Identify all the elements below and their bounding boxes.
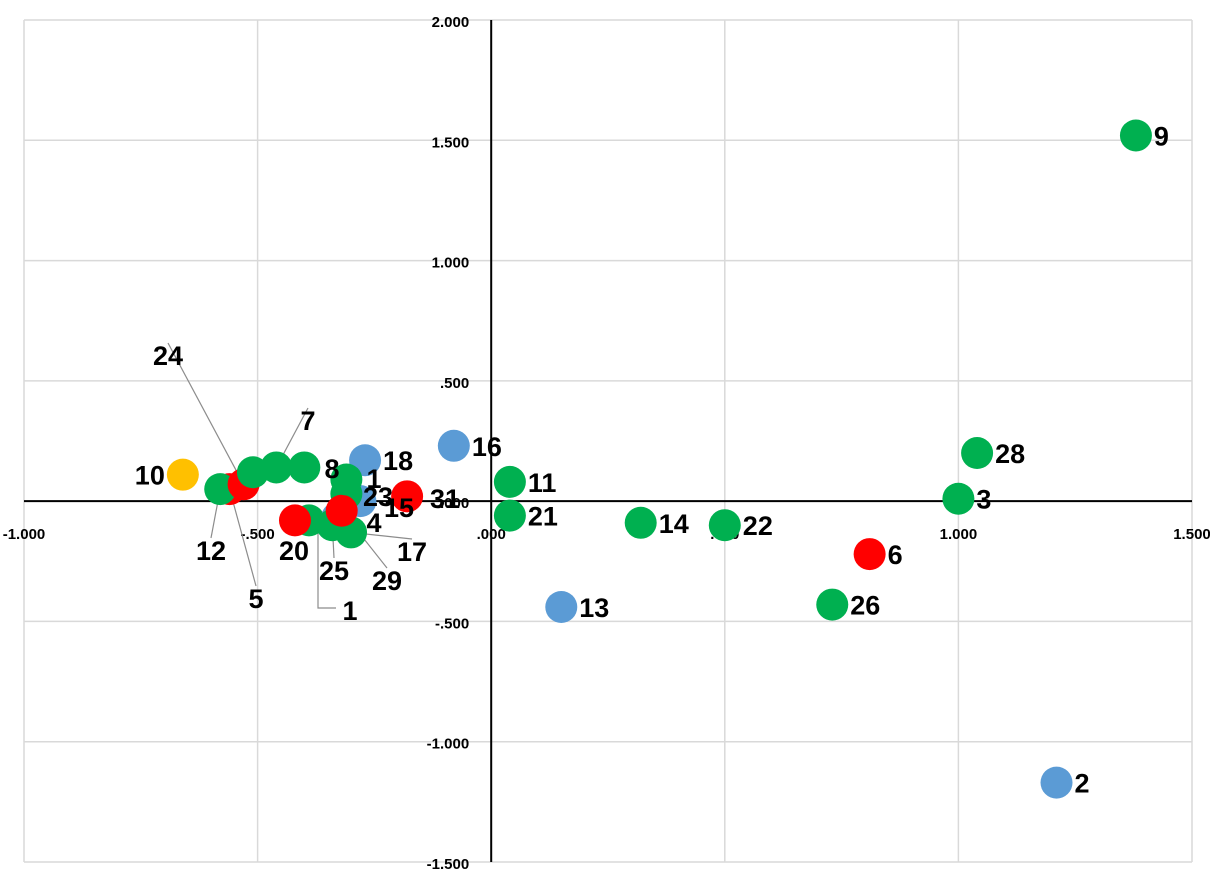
point-label: 17 — [397, 537, 427, 567]
point-label: 7 — [300, 406, 315, 436]
data-point — [545, 590, 578, 623]
y-tick-label: .500 — [440, 375, 469, 392]
data-point — [942, 482, 975, 515]
point-label: 12 — [196, 536, 226, 566]
point-label: 2 — [1075, 769, 1090, 799]
point-label: 4 — [366, 508, 381, 538]
point-label: 18 — [383, 446, 413, 476]
y-tick-label: .000 — [440, 495, 469, 512]
data-point — [166, 458, 199, 491]
point-label: 26 — [850, 591, 880, 621]
point-label: 24 — [153, 341, 183, 371]
x-tick-label: .000 — [477, 526, 506, 543]
y-tick-label: -1.500 — [427, 856, 470, 871]
y-tick-label: 1.000 — [432, 255, 470, 272]
point-label: 20 — [279, 536, 309, 566]
y-tick-label: 2.000 — [432, 14, 470, 31]
data-point — [493, 499, 526, 532]
data-point — [437, 429, 470, 462]
label-leader-line — [167, 342, 245, 485]
point-label: 28 — [995, 439, 1025, 469]
y-tick-label: -.500 — [435, 615, 469, 632]
data-point — [1119, 119, 1152, 152]
point-label: 16 — [472, 432, 502, 462]
x-tick-label: 1.500 — [1173, 526, 1210, 543]
point-label: 29 — [372, 566, 402, 596]
point-label: 10 — [135, 461, 165, 491]
point-label: 6 — [888, 540, 903, 570]
data-point — [961, 437, 994, 470]
data-point — [330, 463, 363, 496]
data-point — [1040, 766, 1073, 799]
x-tick-label: -.500 — [240, 526, 274, 543]
grid-lines — [23, 19, 1193, 863]
point-label: 13 — [579, 593, 609, 623]
x-tick-label: 1.000 — [940, 526, 978, 543]
label-leader-line — [228, 488, 257, 587]
point-label: 9 — [1154, 121, 1169, 151]
y-tick-label: 1.500 — [432, 134, 470, 151]
data-point — [493, 465, 526, 498]
data-point — [624, 506, 657, 539]
point-label: 22 — [743, 511, 773, 541]
x-tick-label: -1.000 — [3, 526, 46, 543]
data-point — [816, 588, 849, 621]
point-label: 5 — [248, 584, 263, 614]
data-point — [325, 494, 358, 527]
point-label: 31 — [430, 484, 460, 514]
point-label: 11 — [528, 468, 557, 498]
point-label: 21 — [528, 502, 558, 532]
data-point — [288, 451, 321, 484]
data-point — [391, 480, 424, 513]
point-label: 3 — [976, 485, 991, 515]
point-label: 8 — [324, 454, 339, 484]
point-label: 23 — [363, 482, 393, 512]
point-label: 25 — [319, 556, 349, 586]
data-point — [278, 504, 311, 537]
y-tick-label: -1.000 — [427, 736, 470, 753]
point-label: 15 — [384, 493, 414, 523]
point-label: 1 — [366, 464, 381, 494]
point-label: 1 — [342, 596, 357, 626]
point-label: 14 — [659, 509, 689, 539]
data-point — [236, 456, 269, 489]
data-point — [708, 509, 741, 542]
data-point — [853, 538, 886, 571]
data-points — [166, 119, 1152, 799]
